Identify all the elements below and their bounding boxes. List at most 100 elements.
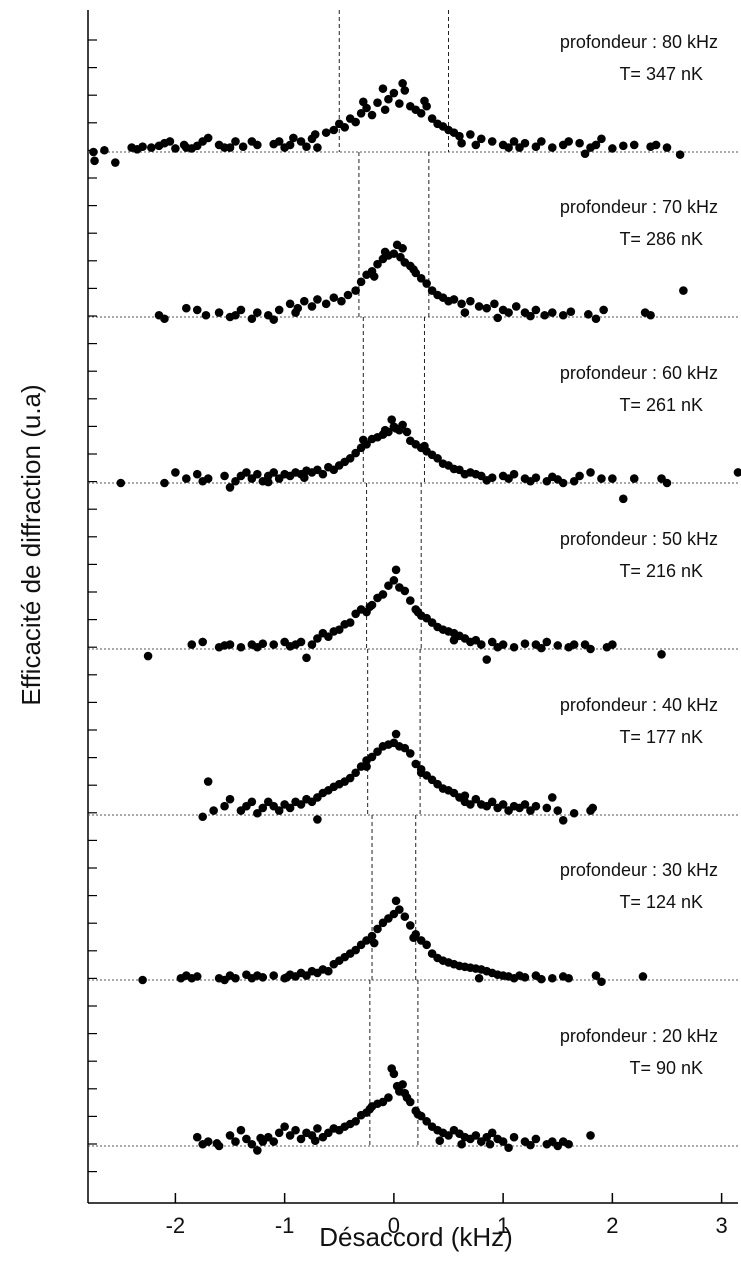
data-point (220, 801, 229, 811)
data-point (487, 1128, 497, 1138)
data-point (258, 803, 268, 813)
data-point (365, 602, 375, 612)
data-point (307, 302, 317, 311)
data-point (608, 474, 617, 483)
data-point (384, 94, 393, 104)
data-point (329, 293, 339, 302)
data-point (269, 640, 279, 649)
data-point (358, 435, 368, 445)
data-point (553, 641, 563, 650)
data-point (367, 931, 377, 941)
data-point (564, 1139, 573, 1149)
data-point (225, 1131, 235, 1140)
data-point (253, 469, 262, 479)
data-point (675, 150, 685, 159)
data-point (220, 641, 229, 650)
data-point (313, 815, 322, 824)
data-point (367, 752, 377, 762)
panel-temperature-label: T= 216 nK (619, 561, 703, 581)
data-point (474, 973, 484, 983)
data-point (457, 299, 466, 309)
data-point (400, 912, 410, 921)
data-point (542, 637, 552, 647)
data-point (490, 299, 499, 309)
data-point (629, 140, 639, 150)
data-point (537, 643, 546, 653)
data-point (387, 415, 396, 424)
data-point (526, 311, 535, 321)
data-point (358, 97, 368, 107)
data-point (351, 117, 360, 127)
data-point (547, 793, 557, 802)
data-point (280, 1122, 289, 1131)
x-tick-label: 3 (715, 1213, 727, 1238)
data-point (258, 973, 268, 982)
data-point (537, 974, 546, 984)
data-point (212, 1139, 222, 1148)
data-point (608, 640, 617, 649)
data-point (203, 777, 213, 786)
data-point (531, 305, 541, 315)
data-point (638, 972, 648, 981)
data-point (203, 474, 213, 483)
data-point (313, 143, 322, 152)
data-point (395, 99, 404, 108)
data-point (471, 140, 481, 150)
data-point (274, 137, 284, 146)
data-point (258, 639, 268, 649)
panel-temperature-label: T= 90 nK (629, 1058, 703, 1078)
data-point (285, 299, 295, 309)
data-point (302, 142, 311, 152)
data-point (569, 640, 579, 649)
data-point (313, 1124, 322, 1133)
data-point (351, 945, 360, 955)
data-point (444, 1131, 453, 1140)
data-point (236, 1125, 246, 1135)
data-point (351, 286, 360, 295)
data-point (285, 803, 295, 813)
data-point (520, 800, 530, 809)
data-point (378, 84, 388, 93)
data-point (296, 800, 306, 809)
data-point (313, 634, 322, 643)
data-point (138, 975, 147, 985)
data-point (318, 469, 328, 479)
data-point (409, 265, 418, 274)
data-point (198, 637, 208, 647)
data-point (679, 286, 688, 295)
data-point (608, 144, 617, 153)
panel-depth-label: profondeur : 50 kHz (560, 529, 718, 549)
data-point (236, 642, 246, 652)
data-point (575, 138, 584, 148)
data-point (646, 310, 655, 320)
data-point (400, 86, 410, 95)
data-point (662, 143, 672, 152)
data-point (466, 800, 475, 809)
data-point (220, 975, 229, 985)
data-point (100, 145, 109, 155)
panel-temperature-label: T= 261 nK (619, 395, 703, 415)
data-point (337, 296, 346, 306)
data-point (384, 1093, 393, 1102)
data-point (584, 310, 593, 319)
data-point (416, 768, 426, 778)
data-point (231, 476, 240, 486)
data-point (192, 141, 202, 151)
data-point (629, 474, 639, 483)
data-point (466, 130, 475, 139)
data-point (618, 494, 628, 504)
data-point (422, 279, 431, 288)
data-point (558, 310, 568, 320)
data-point (526, 1140, 535, 1150)
data-point (509, 469, 519, 479)
data-point (300, 473, 309, 483)
data-point (662, 478, 672, 488)
data-point (253, 1146, 262, 1155)
data-point (457, 1139, 466, 1149)
data-point (416, 108, 426, 118)
data-point (402, 1093, 412, 1102)
data-point (343, 290, 353, 300)
data-point (526, 476, 535, 486)
x-tick-label: 0 (388, 1213, 400, 1238)
